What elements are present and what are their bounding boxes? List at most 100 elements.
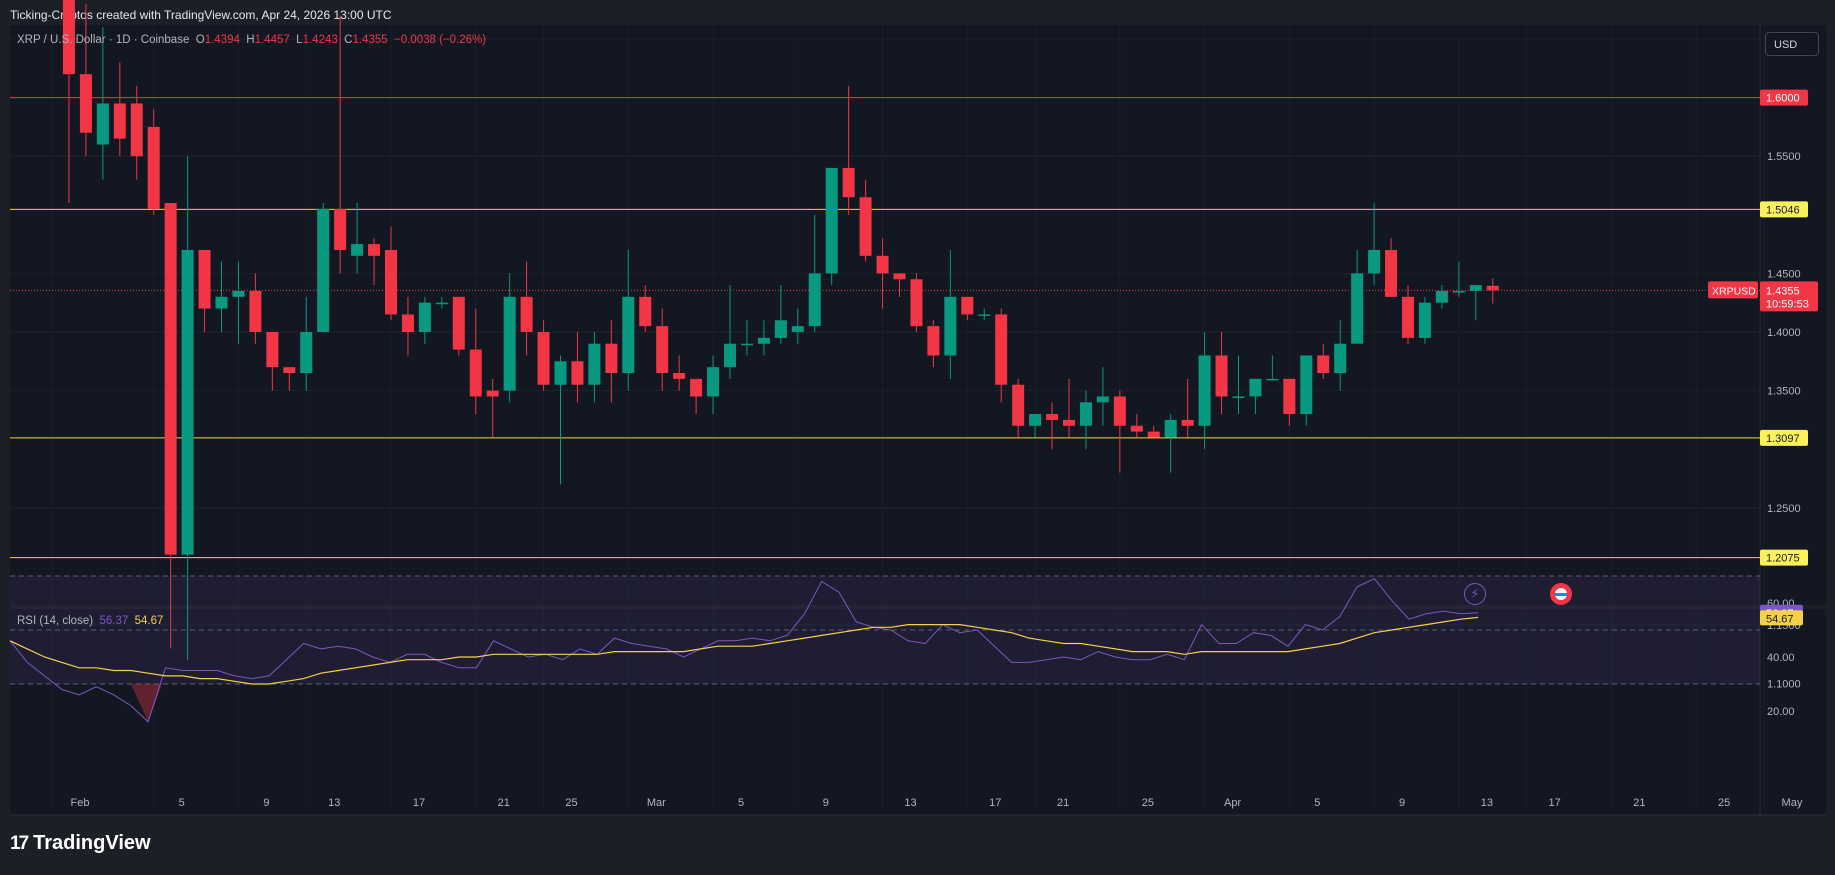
candle-body xyxy=(740,343,753,346)
rsi-legend: RSI (14, close) 56.37 54.67 xyxy=(17,615,163,627)
candle xyxy=(215,261,228,332)
candle-body xyxy=(1147,431,1160,438)
time-axis-label: 9 xyxy=(823,797,829,809)
candle xyxy=(147,109,160,215)
candle xyxy=(825,167,838,286)
price-axis-label: 1.4500 xyxy=(1767,268,1801,280)
candle xyxy=(418,296,431,344)
rsi-title[interactable]: RSI (14, close) xyxy=(17,615,94,627)
candle xyxy=(300,296,313,391)
lightning-icon[interactable]: ⚡ xyxy=(1464,583,1486,605)
time-axis-label: 21 xyxy=(1633,797,1645,809)
candle-body xyxy=(1469,285,1482,291)
candle xyxy=(690,378,703,415)
candle xyxy=(113,62,126,157)
candle-body xyxy=(486,390,499,397)
candle-body xyxy=(808,273,821,327)
time-axis-label: 13 xyxy=(328,797,340,809)
candle-body xyxy=(961,296,974,315)
candle-body xyxy=(673,373,686,379)
level-tag-bg xyxy=(1760,201,1808,218)
candle xyxy=(707,355,720,415)
candle xyxy=(639,285,652,332)
level-tag-bg xyxy=(1760,549,1808,566)
candle xyxy=(351,203,364,274)
candle xyxy=(537,320,550,391)
candle-body xyxy=(232,290,245,297)
candles xyxy=(62,0,1499,661)
us-flag-event-icon[interactable] xyxy=(1550,583,1572,605)
candle xyxy=(1368,203,1381,286)
candle-body xyxy=(198,249,211,309)
candle-body xyxy=(1198,355,1211,426)
price-tag-bg xyxy=(1760,281,1818,312)
candle-body xyxy=(1300,355,1313,415)
candle-body xyxy=(1351,273,1364,344)
candle xyxy=(1181,378,1194,438)
level-tag-label: 1.6000 xyxy=(1766,93,1800,105)
time-axis-label: Apr xyxy=(1224,797,1241,809)
candle xyxy=(469,308,482,415)
candle-body xyxy=(503,296,516,391)
candle xyxy=(571,332,584,403)
rsi-axis-label: 20.00 xyxy=(1767,706,1795,718)
candle-body xyxy=(588,343,601,385)
candle-body xyxy=(1435,290,1448,303)
tradingview-brand: TradingView xyxy=(33,832,151,854)
time-axis-label: 21 xyxy=(498,797,510,809)
candle xyxy=(385,226,397,321)
candle xyxy=(724,285,736,379)
candle-body xyxy=(1402,296,1414,338)
rsi-ma-line xyxy=(9,616,1479,685)
time-axis-label: 9 xyxy=(263,797,269,809)
grid-lines xyxy=(10,25,1833,810)
candle-body xyxy=(266,332,279,368)
candle xyxy=(334,15,347,274)
high-value: 1.4457 xyxy=(254,34,290,46)
level-tag: 1.6000 xyxy=(1760,89,1808,106)
candle-body xyxy=(1232,396,1245,398)
candle xyxy=(554,355,567,485)
candle xyxy=(1486,278,1499,304)
candle xyxy=(368,238,381,286)
candle-body xyxy=(995,314,1008,385)
candle xyxy=(1063,378,1075,438)
candle xyxy=(181,156,194,661)
candle xyxy=(1351,249,1364,344)
time-axis-label: 13 xyxy=(1481,797,1493,809)
chart-caption: Ticking-Cryptos created with TradingView… xyxy=(10,8,392,22)
candle-body xyxy=(334,208,347,250)
candle-body xyxy=(164,203,177,555)
candle xyxy=(1266,355,1279,381)
candle-body xyxy=(1317,355,1330,374)
high-label: H xyxy=(246,34,255,46)
level-tag: 1.5046 xyxy=(1760,201,1808,218)
candle-body xyxy=(1385,249,1398,297)
time-axis-label: Mar xyxy=(647,797,666,809)
candle-body xyxy=(791,326,804,332)
close-value: 1.4355 xyxy=(352,34,388,46)
time-axis-label: 17 xyxy=(989,797,1001,809)
price-axis-label: 1.3500 xyxy=(1767,386,1801,398)
candle-body xyxy=(435,302,448,305)
candle-body xyxy=(554,361,567,385)
candle-body xyxy=(368,244,381,256)
time-axis: Feb 5 9 13 17 21 25 Mar 5 9 13 17 21 25 Apr 5 9 13 17 21 25 M… xyxy=(71,797,1803,809)
candle-body xyxy=(774,320,787,338)
candle xyxy=(1435,285,1448,309)
candle xyxy=(401,296,414,356)
currency-button[interactable]: USD xyxy=(1765,32,1819,56)
symbol-title[interactable]: XRP / U.S. Dollar · 1D · Coinbase xyxy=(17,34,190,46)
candle-body xyxy=(1130,425,1143,432)
candle xyxy=(283,367,296,391)
time-axis-label: May xyxy=(1782,797,1803,809)
tradingview-logo[interactable]: 17 TradingView xyxy=(10,832,151,855)
time-axis-label: 5 xyxy=(179,797,185,809)
candle xyxy=(96,27,109,180)
candle xyxy=(503,273,516,403)
candle-body xyxy=(605,343,618,374)
candle-body xyxy=(1079,402,1092,426)
candle xyxy=(656,308,669,391)
